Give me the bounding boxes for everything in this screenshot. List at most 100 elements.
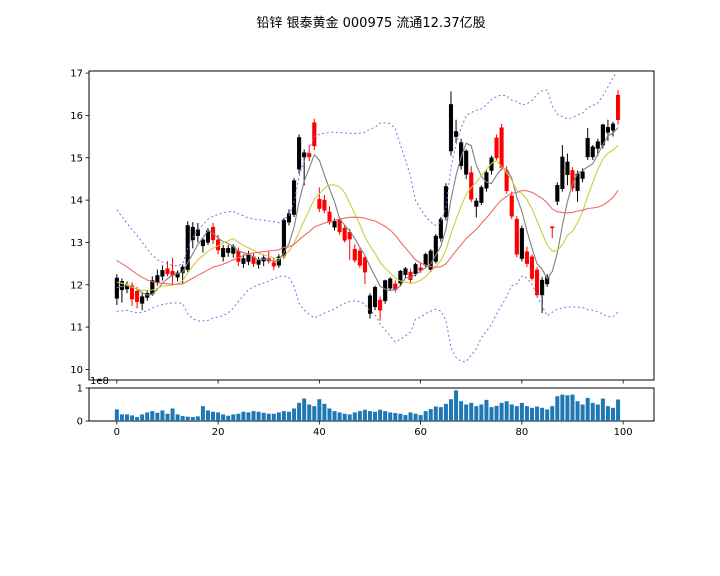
volume-bar — [454, 390, 459, 421]
volume-bar — [281, 411, 286, 421]
volume-bar — [438, 407, 443, 421]
volume-bar — [448, 399, 453, 421]
candle-body — [226, 248, 231, 253]
candle-body — [357, 250, 362, 266]
x-tick-label: 100 — [614, 427, 633, 438]
volume-bar — [276, 412, 281, 421]
volume-bar — [236, 413, 241, 421]
candle-body — [545, 276, 550, 285]
candle-body — [514, 218, 519, 255]
volume-bar — [408, 412, 413, 421]
volume-bar — [135, 417, 140, 421]
volume-bar — [479, 404, 484, 421]
volume-bar — [150, 411, 155, 421]
candle-body — [236, 250, 241, 262]
candle-body — [464, 150, 469, 175]
volume-bar — [261, 412, 266, 421]
candle-body — [180, 266, 185, 274]
x-tick-label: 40 — [313, 427, 326, 438]
candle-body — [297, 137, 302, 170]
volume-bar — [469, 402, 474, 421]
volume-bar — [540, 407, 545, 421]
volume-bar — [580, 404, 585, 421]
volume-bar — [307, 404, 312, 421]
candle-body — [555, 185, 560, 202]
volume-bar — [565, 395, 570, 421]
candle-body — [140, 296, 145, 304]
volume-bar — [216, 412, 221, 421]
volume-bar — [524, 406, 529, 421]
candle-body — [403, 268, 408, 275]
volume-bar — [378, 409, 383, 421]
candlestick-series — [114, 90, 621, 321]
price-tick-label: 11 — [70, 323, 83, 334]
volume-bar — [590, 402, 595, 421]
price-tick-label: 14 — [70, 196, 83, 207]
candle-body — [195, 229, 200, 236]
volume-bar — [271, 413, 276, 421]
candle-body — [372, 287, 378, 308]
candle-body — [246, 254, 251, 262]
volume-bar — [170, 408, 175, 421]
volume-bar — [362, 409, 367, 421]
volume-bar — [535, 406, 540, 421]
candle-body — [565, 161, 570, 175]
volume-bar — [413, 413, 418, 421]
volume-bar — [332, 411, 337, 421]
volume-bar — [428, 409, 433, 421]
volume-bar — [185, 416, 190, 421]
volume-bar — [124, 414, 129, 421]
candle-body — [453, 131, 459, 137]
volume-bar — [398, 413, 403, 421]
candle-body — [616, 94, 621, 120]
volume-bar — [292, 408, 297, 421]
candle-body — [479, 187, 484, 203]
volume-bar — [342, 413, 347, 421]
x-tick-label: 80 — [515, 427, 528, 438]
candle-body — [560, 156, 565, 189]
volume-bar — [499, 402, 504, 421]
volume-bar — [297, 402, 302, 421]
volume-bar — [195, 416, 200, 421]
volume-bar — [514, 406, 519, 421]
price-tick-label: 13 — [70, 238, 83, 249]
candle-body — [119, 281, 124, 291]
x-tick-label: 0 — [114, 427, 120, 438]
candle-body — [286, 213, 292, 223]
candle-body — [413, 264, 418, 275]
candle-body — [524, 251, 529, 264]
candle-body — [302, 152, 307, 158]
volume-bar — [266, 413, 271, 421]
volume-bar — [312, 406, 317, 421]
candle-body — [448, 104, 454, 152]
candle-body — [342, 227, 347, 241]
candle-body — [474, 200, 479, 207]
candle-body — [337, 219, 342, 233]
candle-body — [585, 138, 590, 158]
volume-bar — [251, 411, 256, 421]
volume-bar — [286, 411, 291, 421]
candle-body — [327, 211, 332, 223]
candle-body — [322, 199, 327, 211]
volume-bar — [433, 406, 438, 421]
candle-body — [347, 232, 352, 240]
volume-bar — [464, 404, 469, 421]
volume-bar — [145, 412, 150, 421]
candle-body — [190, 226, 195, 241]
volume-bar — [211, 411, 216, 421]
candle-body — [317, 199, 322, 209]
candle-body — [529, 256, 535, 279]
volume-offset-label: 1e8 — [90, 376, 109, 387]
volume-bar — [595, 404, 600, 421]
volume-bar — [130, 415, 135, 421]
candle-body — [540, 279, 545, 296]
volume-bar — [519, 402, 524, 421]
candle-body — [459, 142, 464, 167]
volume-bar — [226, 415, 231, 421]
volume-bar — [302, 398, 307, 421]
volume-bar — [504, 401, 509, 421]
volume-bar — [403, 415, 408, 421]
candle-body — [352, 248, 357, 261]
candle-body — [408, 271, 413, 280]
